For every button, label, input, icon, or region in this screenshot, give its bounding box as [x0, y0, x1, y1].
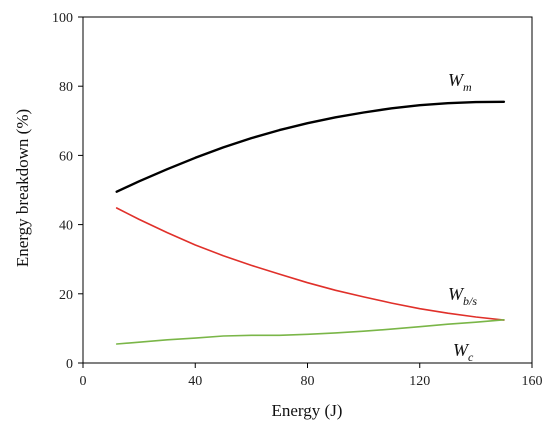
x-tick-label: 160: [522, 374, 543, 389]
series-label-wb-s: Wb/s: [448, 284, 477, 308]
y-tick-label: 0: [66, 357, 73, 372]
x-tick-label: 80: [301, 374, 315, 389]
y-tick-label: 20: [59, 288, 73, 303]
y-axis-title: Energy breakdown (%): [13, 109, 32, 267]
series-label-wc: Wc: [453, 340, 474, 364]
series-line-wb-s: [115, 207, 505, 321]
tick-layer: 0 40 80 120 160 0 20 40 60 80 100: [52, 11, 543, 389]
x-tick-label: 120: [409, 374, 430, 389]
series-label-main: W: [448, 284, 465, 304]
series-label-sub: c: [468, 350, 474, 364]
series-line-wc: [115, 318, 505, 345]
x-tick-label: 0: [80, 374, 87, 389]
y-tick-label: 100: [52, 11, 73, 26]
series-label-main: W: [448, 70, 465, 90]
series-line-wm: [115, 100, 506, 193]
x-tick-label: 40: [188, 374, 202, 389]
plot-frame: [82, 16, 533, 364]
y-tick-label: 80: [59, 80, 73, 95]
series-label-wm: Wm: [448, 70, 472, 94]
y-tick-label: 40: [59, 219, 73, 234]
series-label-main: W: [453, 340, 470, 360]
series-label-sub: b/s: [463, 294, 477, 308]
x-axis-title: Energy (J): [272, 401, 343, 420]
series-label-sub: m: [463, 80, 472, 94]
plot-axes: [82, 16, 533, 364]
y-tick-label: 60: [59, 149, 73, 164]
